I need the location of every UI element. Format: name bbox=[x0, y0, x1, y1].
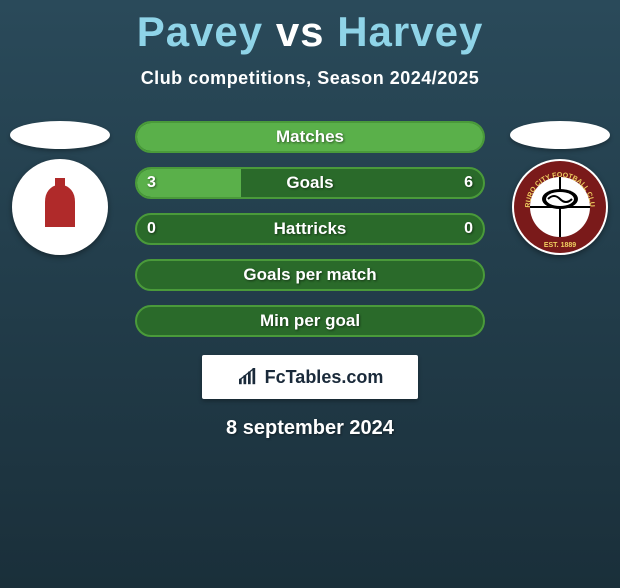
crest-left-icon bbox=[25, 172, 95, 242]
branding-text: FcTables.com bbox=[265, 367, 384, 388]
stat-bar: Min per goal bbox=[135, 305, 485, 337]
stat-bar: Goals 3 6 bbox=[135, 167, 485, 199]
stat-bar: Matches bbox=[135, 121, 485, 153]
bar-value-left: 3 bbox=[147, 174, 156, 192]
comparison-title: Pavey vs Harvey bbox=[0, 8, 620, 56]
club-crest-right: TRURO CITY FOOTBALL CLUB EST. 1889 bbox=[512, 159, 608, 255]
stat-bar: Goals per match bbox=[135, 259, 485, 291]
player1-name: Pavey bbox=[137, 8, 263, 55]
branding-box: FcTables.com bbox=[202, 355, 418, 399]
bar-label: Matches bbox=[276, 127, 344, 147]
bar-label: Min per goal bbox=[260, 311, 360, 331]
left-club-column bbox=[10, 121, 110, 255]
bar-value-right: 6 bbox=[464, 174, 473, 192]
stat-bar: Hattricks 0 0 bbox=[135, 213, 485, 245]
club-crest-left bbox=[12, 159, 108, 255]
bar-value-right: 0 bbox=[464, 220, 473, 238]
bar-label: Hattricks bbox=[274, 219, 347, 239]
vs-text: vs bbox=[276, 8, 325, 55]
crest-right-icon: TRURO CITY FOOTBALL CLUB EST. 1889 bbox=[512, 159, 608, 255]
ellipse-decoration-left bbox=[10, 121, 110, 149]
right-club-column: TRURO CITY FOOTBALL CLUB EST. 1889 bbox=[510, 121, 610, 255]
stat-bars: Matches Goals 3 6 Hattricks 0 0 Goals per match… bbox=[135, 121, 485, 337]
svg-text:EST. 1889: EST. 1889 bbox=[544, 242, 576, 249]
subtitle: Club competitions, Season 2024/2025 bbox=[0, 68, 620, 89]
footer-date: 8 september 2024 bbox=[0, 417, 620, 440]
comparison-content: TRURO CITY FOOTBALL CLUB EST. 1889 Match… bbox=[0, 121, 620, 440]
bar-label: Goals per match bbox=[243, 265, 376, 285]
fctables-icon bbox=[237, 368, 259, 386]
bar-label: Goals bbox=[286, 173, 333, 193]
player2-name: Harvey bbox=[337, 8, 483, 55]
bar-value-left: 0 bbox=[147, 220, 156, 238]
ellipse-decoration-right bbox=[510, 121, 610, 149]
